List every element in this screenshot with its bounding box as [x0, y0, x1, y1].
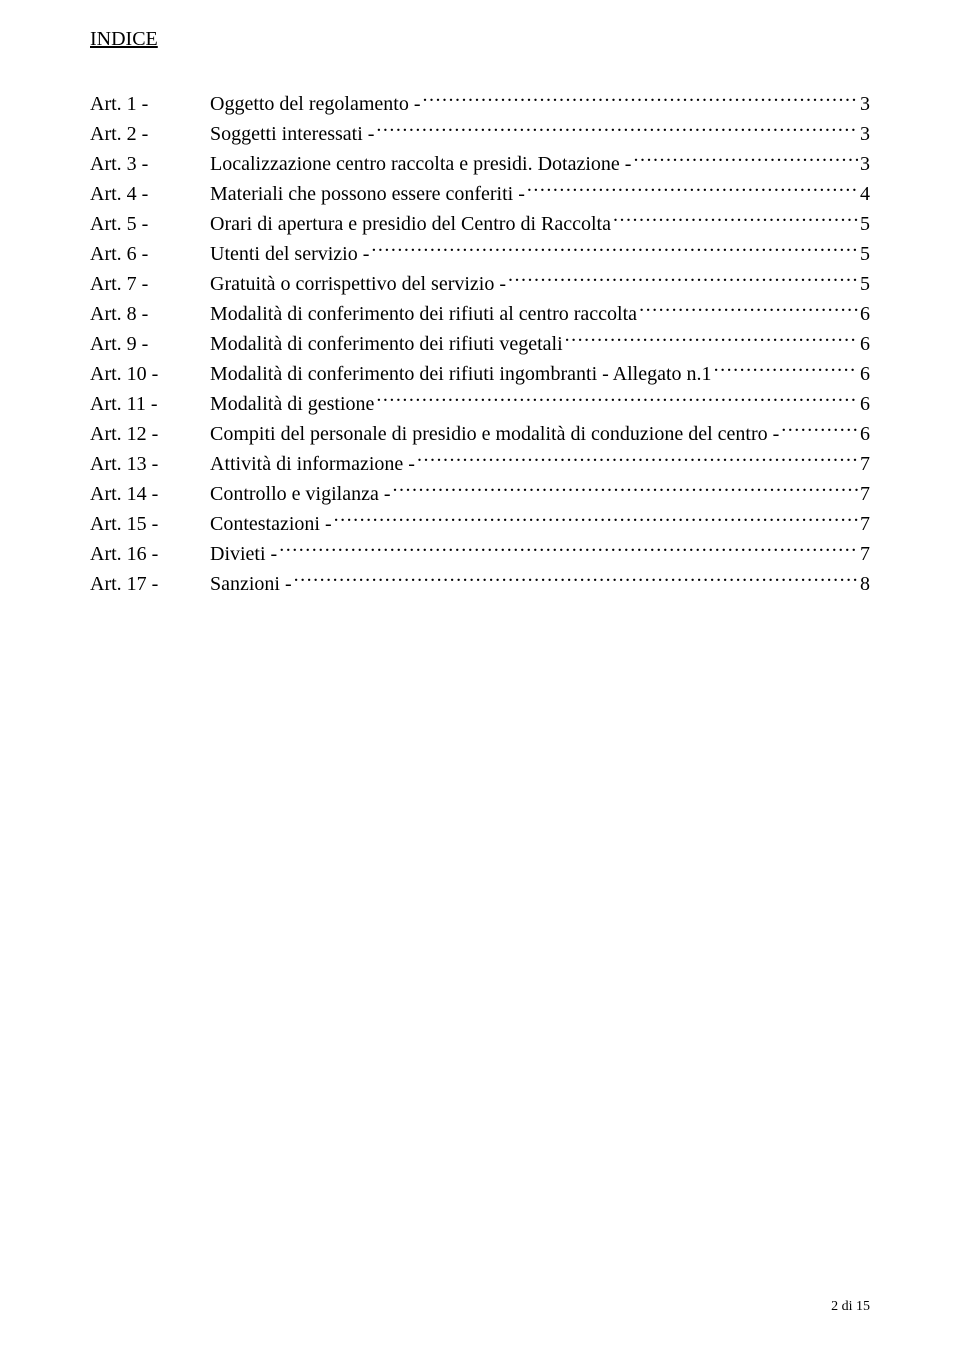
toc-article-label: Art. 15 - — [90, 509, 210, 539]
toc-entry-text: Materiali che possono essere conferiti - — [210, 179, 525, 209]
toc-row: Art. 3 -Localizzazione centro raccolta e… — [90, 149, 870, 179]
toc-leader-dots — [781, 420, 858, 440]
toc-entry-text: Sanzioni - — [210, 569, 292, 599]
toc-page-number: 5 — [860, 239, 870, 269]
toc-leader-dots — [376, 390, 858, 410]
toc-page-number: 6 — [860, 359, 870, 389]
toc-page-number: 7 — [860, 539, 870, 569]
toc-entry-text: Oggetto del regolamento - — [210, 89, 421, 119]
toc-entry-text: Contestazioni - — [210, 509, 332, 539]
toc-article-label: Art. 8 - — [90, 299, 210, 329]
toc-row: Art. 10 -Modalità di conferimento dei ri… — [90, 359, 870, 389]
toc-row: Art. 17 -Sanzioni - 8 — [90, 569, 870, 599]
toc-entry-text: Modalità di conferimento dei rifiuti ing… — [210, 359, 712, 389]
toc-leader-dots — [527, 180, 858, 200]
table-of-contents: Art. 1 -Oggetto del regolamento -3Art. 2… — [90, 89, 870, 599]
toc-entry-text: Orari di apertura e presidio del Centro … — [210, 209, 611, 239]
toc-page-number: 3 — [860, 149, 870, 179]
toc-article-label: Art. 16 - — [90, 539, 210, 569]
toc-article-label: Art. 11 - — [90, 389, 210, 419]
toc-leader-dots — [633, 150, 858, 170]
toc-leader-dots — [279, 540, 858, 560]
toc-row: Art. 13 -Attività di informazione - 7 — [90, 449, 870, 479]
toc-entry-text: Controllo e vigilanza - — [210, 479, 391, 509]
toc-article-label: Art. 14 - — [90, 479, 210, 509]
toc-leader-dots — [393, 480, 858, 500]
toc-article-label: Art. 9 - — [90, 329, 210, 359]
toc-article-label: Art. 12 - — [90, 419, 210, 449]
toc-article-label: Art. 7 - — [90, 269, 210, 299]
toc-row: Art. 12 -Compiti del personale di presid… — [90, 419, 870, 449]
toc-leader-dots — [334, 510, 858, 530]
toc-page-number: 5 — [860, 209, 870, 239]
toc-page-number: 6 — [860, 299, 870, 329]
toc-row: Art. 11 -Modalità di gestione 6 — [90, 389, 870, 419]
toc-row: Art. 14 -Controllo e vigilanza - 7 — [90, 479, 870, 509]
toc-page-number: 4 — [860, 179, 870, 209]
toc-entry-text: Modalità di conferimento dei rifiuti al … — [210, 299, 637, 329]
toc-page-number: 7 — [860, 509, 870, 539]
toc-page-number: 6 — [860, 419, 870, 449]
toc-row: Art. 9 -Modalità di conferimento dei rif… — [90, 329, 870, 359]
toc-leader-dots — [565, 330, 858, 350]
toc-leader-dots — [294, 570, 858, 590]
toc-page-number: 6 — [860, 389, 870, 419]
toc-entry-text: Modalità di conferimento dei rifiuti veg… — [210, 329, 563, 359]
page-footer: 2 di 15 — [831, 1299, 870, 1315]
toc-entry-text: Gratuità o corrispettivo del servizio - — [210, 269, 506, 299]
toc-leader-dots — [639, 300, 858, 320]
toc-entry-text: Compiti del personale di presidio e moda… — [210, 419, 779, 449]
toc-entry-text: Modalità di gestione — [210, 389, 374, 419]
toc-entry-text: Utenti del servizio - — [210, 239, 369, 269]
toc-article-label: Art. 10 - — [90, 359, 210, 389]
toc-row: Art. 4 -Materiali che possono essere con… — [90, 179, 870, 209]
toc-page-number: 3 — [860, 119, 870, 149]
toc-article-label: Art. 6 - — [90, 239, 210, 269]
toc-page-number: 7 — [860, 449, 870, 479]
toc-entry-text: Attività di informazione - — [210, 449, 415, 479]
toc-row: Art. 1 -Oggetto del regolamento - 3 — [90, 89, 870, 119]
toc-row: Art. 8 -Modalità di conferimento dei rif… — [90, 299, 870, 329]
toc-page-number: 5 — [860, 269, 870, 299]
toc-article-label: Art. 2 - — [90, 119, 210, 149]
toc-leader-dots — [376, 120, 858, 140]
toc-page-number: 8 — [860, 569, 870, 599]
toc-leader-dots — [508, 270, 858, 290]
toc-article-label: Art. 5 - — [90, 209, 210, 239]
toc-article-label: Art. 1 - — [90, 89, 210, 119]
toc-row: Art. 7 -Gratuità o corrispettivo del ser… — [90, 269, 870, 299]
toc-leader-dots — [613, 210, 858, 230]
toc-leader-dots — [417, 450, 858, 470]
toc-leader-dots — [371, 240, 858, 260]
toc-page-number: 7 — [860, 479, 870, 509]
toc-entry-text: Soggetti interessati - — [210, 119, 374, 149]
toc-leader-dots — [714, 360, 858, 380]
toc-row: Art. 15 -Contestazioni - 7 — [90, 509, 870, 539]
toc-article-label: Art. 4 - — [90, 179, 210, 209]
toc-page-number: 3 — [860, 89, 870, 119]
toc-row: Art. 16 -Divieti - 7 — [90, 539, 870, 569]
toc-entry-text: Localizzazione centro raccolta e presidi… — [210, 149, 631, 179]
toc-article-label: Art. 17 - — [90, 569, 210, 599]
toc-row: Art. 6 -Utenti del servizio - 5 — [90, 239, 870, 269]
toc-page-number: 6 — [860, 329, 870, 359]
toc-row: Art. 2 -Soggetti interessati - 3 — [90, 119, 870, 149]
toc-entry-text: Divieti - — [210, 539, 277, 569]
toc-leader-dots — [423, 90, 859, 110]
toc-article-label: Art. 13 - — [90, 449, 210, 479]
toc-row: Art. 5 -Orari di apertura e presidio del… — [90, 209, 870, 239]
page-title: INDICE — [90, 28, 870, 51]
toc-article-label: Art. 3 - — [90, 149, 210, 179]
